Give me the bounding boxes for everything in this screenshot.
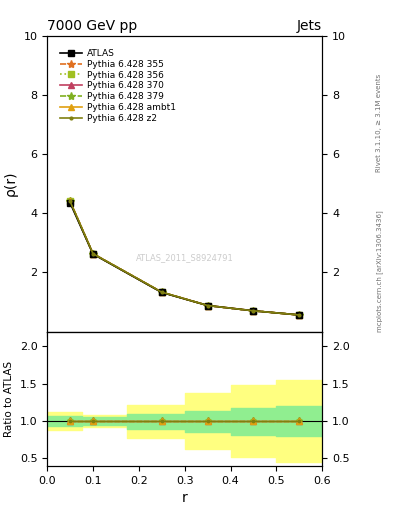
Pythia 6.428 z2 [91,251,95,257]
Pythia 6.428 355 [205,303,210,309]
Pythia 6.428 379 [251,308,256,314]
Pythia 6.428 z2 [68,198,72,204]
Y-axis label: ρ(r): ρ(r) [4,171,18,197]
Line: ATLAS: ATLAS [66,200,303,318]
Pythia 6.428 356 [205,303,210,309]
Pythia 6.428 379 [160,289,164,295]
Pythia 6.428 z2 [251,308,256,314]
Pythia 6.428 370 [68,198,72,204]
Pythia 6.428 355 [91,251,95,257]
Legend: ATLAS, Pythia 6.428 355, Pythia 6.428 356, Pythia 6.428 370, Pythia 6.428 379, P: ATLAS, Pythia 6.428 355, Pythia 6.428 35… [57,46,179,125]
Pythia 6.428 379 [205,303,210,309]
Pythia 6.428 356 [68,198,72,204]
Pythia 6.428 379 [68,198,72,204]
Pythia 6.428 ambt1 [160,289,164,295]
X-axis label: r: r [182,491,187,505]
Pythia 6.428 370 [91,251,95,257]
Y-axis label: Ratio to ATLAS: Ratio to ATLAS [4,360,14,437]
Pythia 6.428 ambt1 [297,312,302,318]
ATLAS [68,200,72,206]
Pythia 6.428 z2 [160,289,164,295]
Text: Jets: Jets [297,19,322,33]
ATLAS [297,312,302,318]
Line: Pythia 6.428 ambt1: Pythia 6.428 ambt1 [66,198,303,318]
Pythia 6.428 356 [91,251,95,257]
ATLAS [91,251,95,257]
Pythia 6.428 z2 [205,303,210,309]
Pythia 6.428 ambt1 [251,308,256,314]
Pythia 6.428 379 [91,251,95,257]
Pythia 6.428 379 [297,312,302,318]
Pythia 6.428 ambt1 [91,251,95,257]
Pythia 6.428 355 [160,289,164,295]
Line: Pythia 6.428 379: Pythia 6.428 379 [66,197,303,319]
Pythia 6.428 ambt1 [68,198,72,204]
ATLAS [251,308,256,314]
Pythia 6.428 z2 [297,312,302,318]
Pythia 6.428 356 [297,312,302,318]
Pythia 6.428 370 [251,308,256,314]
Pythia 6.428 ambt1 [205,303,210,309]
Pythia 6.428 370 [205,303,210,309]
Pythia 6.428 355 [251,308,256,314]
Pythia 6.428 355 [68,198,72,204]
Pythia 6.428 370 [297,312,302,318]
Text: Rivet 3.1.10, ≥ 3.1M events: Rivet 3.1.10, ≥ 3.1M events [376,74,382,172]
Line: Pythia 6.428 356: Pythia 6.428 356 [67,199,302,318]
Pythia 6.428 370 [160,289,164,295]
Text: ATLAS_2011_S8924791: ATLAS_2011_S8924791 [136,253,233,262]
Line: Pythia 6.428 355: Pythia 6.428 355 [66,197,303,319]
Pythia 6.428 356 [160,289,164,295]
Pythia 6.428 355 [297,312,302,318]
ATLAS [160,289,164,295]
Text: mcplots.cern.ch [arXiv:1306.3436]: mcplots.cern.ch [arXiv:1306.3436] [376,210,383,332]
Text: 7000 GeV pp: 7000 GeV pp [47,19,138,33]
Line: Pythia 6.428 370: Pythia 6.428 370 [66,198,303,318]
Line: Pythia 6.428 z2: Pythia 6.428 z2 [67,199,302,318]
ATLAS [205,303,210,309]
Pythia 6.428 356 [251,308,256,314]
